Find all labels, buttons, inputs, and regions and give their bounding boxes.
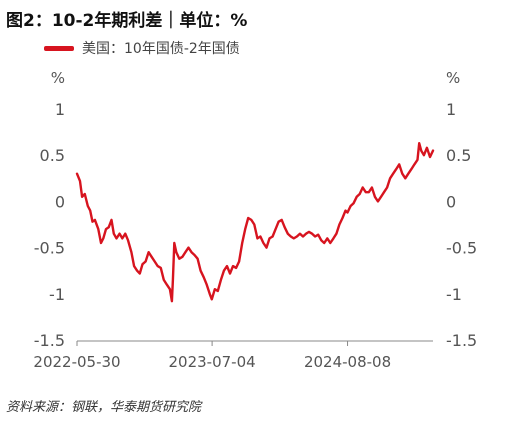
y-tick-label-left: 0.5 (40, 146, 65, 165)
source-note: 资料来源：钢联，华泰期货研究院 (6, 400, 202, 415)
y-tick-label-right: 1 (446, 100, 456, 119)
y-unit-right: % (446, 69, 460, 87)
y-unit-left: % (51, 69, 65, 87)
y-tick-label-right: 0.5 (446, 146, 471, 165)
series-line (75, 141, 435, 303)
series-layer (75, 141, 435, 303)
legend: 美国：10年国债-2年国债 (44, 38, 240, 58)
x-tick-label: 2023-07-04 (169, 353, 256, 371)
axes: % % 1 1 0.5 0.5 0 0 -0.5 -0.5 -1 -1 -1.5 -1.5 2022-05-… (33, 69, 477, 371)
y-tick-label-right: -1 (446, 285, 462, 304)
y-tick-label-right: -1.5 (446, 331, 477, 350)
chart-title: 图2：10-2年期利差｜单位：% (6, 11, 248, 31)
y-tick-label-left: -1.5 (34, 331, 65, 350)
legend-label: 美国：10年国债-2年国债 (82, 41, 240, 57)
y-tick-label-right: 0 (446, 192, 456, 211)
y-tick-label-left: -1 (49, 285, 65, 304)
y-tick-label-left: -0.5 (34, 239, 65, 258)
x-tick-label: 2022-05-30 (33, 353, 120, 371)
y-tick-label-right: -0.5 (446, 239, 477, 258)
y-tick-label-left: 0 (55, 192, 65, 211)
y-tick-label-left: 1 (55, 100, 65, 119)
x-tick-label: 2024-08-08 (304, 353, 391, 371)
legend-swatch (44, 45, 74, 51)
